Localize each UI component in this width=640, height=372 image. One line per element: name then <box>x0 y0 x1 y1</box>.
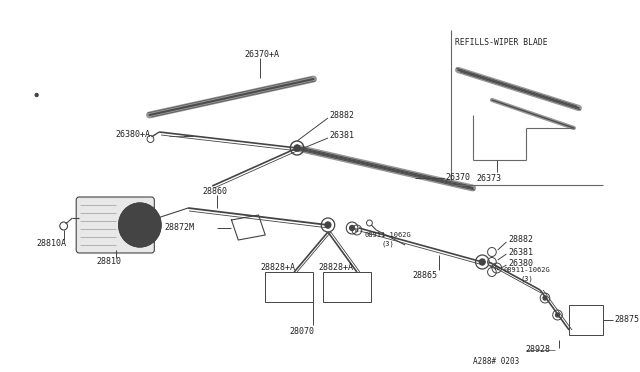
Bar <box>265 272 314 302</box>
Text: 26381: 26381 <box>508 247 533 257</box>
Text: N: N <box>355 228 359 232</box>
Text: 28882: 28882 <box>508 234 533 244</box>
Text: (3): (3) <box>381 241 394 247</box>
Text: 28865: 28865 <box>413 272 438 280</box>
Circle shape <box>35 93 38 96</box>
Text: 28860: 28860 <box>202 186 228 196</box>
Text: 08911-1062G: 08911-1062G <box>504 267 550 273</box>
Text: 28810: 28810 <box>97 257 122 266</box>
Circle shape <box>556 313 559 317</box>
Circle shape <box>118 203 161 247</box>
Text: (3): (3) <box>521 276 534 282</box>
Text: 28928: 28928 <box>525 346 550 355</box>
Text: 28875: 28875 <box>614 314 639 324</box>
Text: A288# 0203: A288# 0203 <box>472 357 519 366</box>
Circle shape <box>349 225 355 231</box>
Text: REFILLS-WIPER BLADE: REFILLS-WIPER BLADE <box>455 38 548 46</box>
Text: 26380+A: 26380+A <box>116 129 151 138</box>
Text: 26380: 26380 <box>508 259 533 267</box>
Text: N: N <box>495 266 499 270</box>
Bar <box>323 272 371 302</box>
Text: 28872M: 28872M <box>164 222 194 231</box>
Text: 26381: 26381 <box>330 131 355 140</box>
Text: 28828+A: 28828+A <box>318 263 353 273</box>
Circle shape <box>128 213 152 237</box>
Text: 08911-1062G: 08911-1062G <box>365 232 412 238</box>
Bar <box>569 305 603 335</box>
FancyBboxPatch shape <box>76 197 154 253</box>
Text: 26373: 26373 <box>477 173 502 183</box>
Text: 28810A: 28810A <box>36 238 67 247</box>
Text: 28828+A: 28828+A <box>260 263 296 273</box>
Text: 28070: 28070 <box>289 327 314 337</box>
Circle shape <box>325 222 331 228</box>
Circle shape <box>479 259 485 265</box>
Circle shape <box>543 296 547 300</box>
Circle shape <box>294 145 300 151</box>
Text: 28882: 28882 <box>330 110 355 119</box>
Text: 26370: 26370 <box>445 173 470 182</box>
Text: 26370+A: 26370+A <box>244 49 279 58</box>
